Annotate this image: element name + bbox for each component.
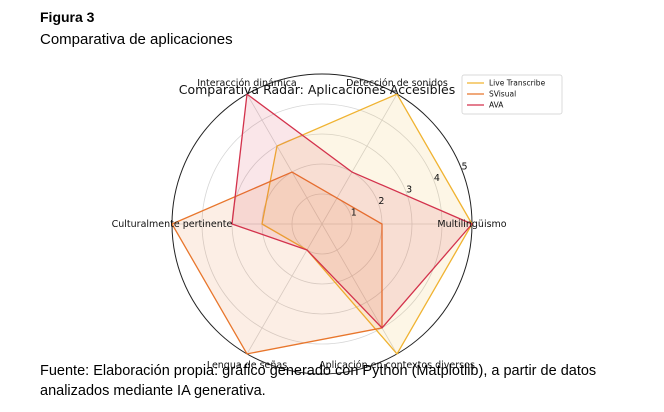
figure-label: Figura 3 bbox=[40, 9, 95, 25]
category-label: Culturalmente pertinente bbox=[112, 219, 233, 230]
legend-entry: Live Transcribe bbox=[489, 79, 546, 88]
legend-entry: AVA bbox=[489, 101, 504, 110]
series-polygon bbox=[261, 93, 473, 355]
series-polygon bbox=[231, 93, 473, 329]
category-label: Multilingüismo bbox=[437, 219, 506, 230]
grid-spoke bbox=[321, 93, 398, 225]
grid-spoke bbox=[321, 223, 398, 355]
radial-tick-label: 4 bbox=[434, 173, 440, 184]
category-label: Interacción dinámica bbox=[197, 78, 297, 89]
figure-source: Fuente: Elaboración propia: gráfico gene… bbox=[40, 363, 597, 399]
legend-entry: SVisual bbox=[489, 90, 516, 99]
radial-tick-label: 5 bbox=[462, 162, 468, 173]
chart-title: Comparativa Radar: Aplicaciones Accesibl… bbox=[179, 82, 456, 97]
grid-spoke bbox=[246, 93, 323, 225]
radial-tick-label: 2 bbox=[378, 196, 384, 207]
legend-box bbox=[461, 74, 563, 115]
radial-tick-label: 3 bbox=[406, 185, 412, 196]
radial-tick-label: 1 bbox=[351, 208, 357, 219]
grid-spoke bbox=[246, 223, 323, 355]
radar-labels: 1 2 3 4 5 Multilingüismo Detección de sonidos I… bbox=[112, 78, 507, 371]
category-label: Lengua de señas bbox=[207, 360, 287, 371]
radar-series bbox=[171, 93, 473, 355]
figure-title: Comparativa de aplicaciones bbox=[40, 31, 233, 48]
category-label: Aplicación en contextos diversos bbox=[319, 360, 475, 371]
category-label: Detección de sonidos bbox=[346, 78, 448, 89]
chart-legend: Live Transcribe SVisual AVA bbox=[461, 74, 563, 115]
